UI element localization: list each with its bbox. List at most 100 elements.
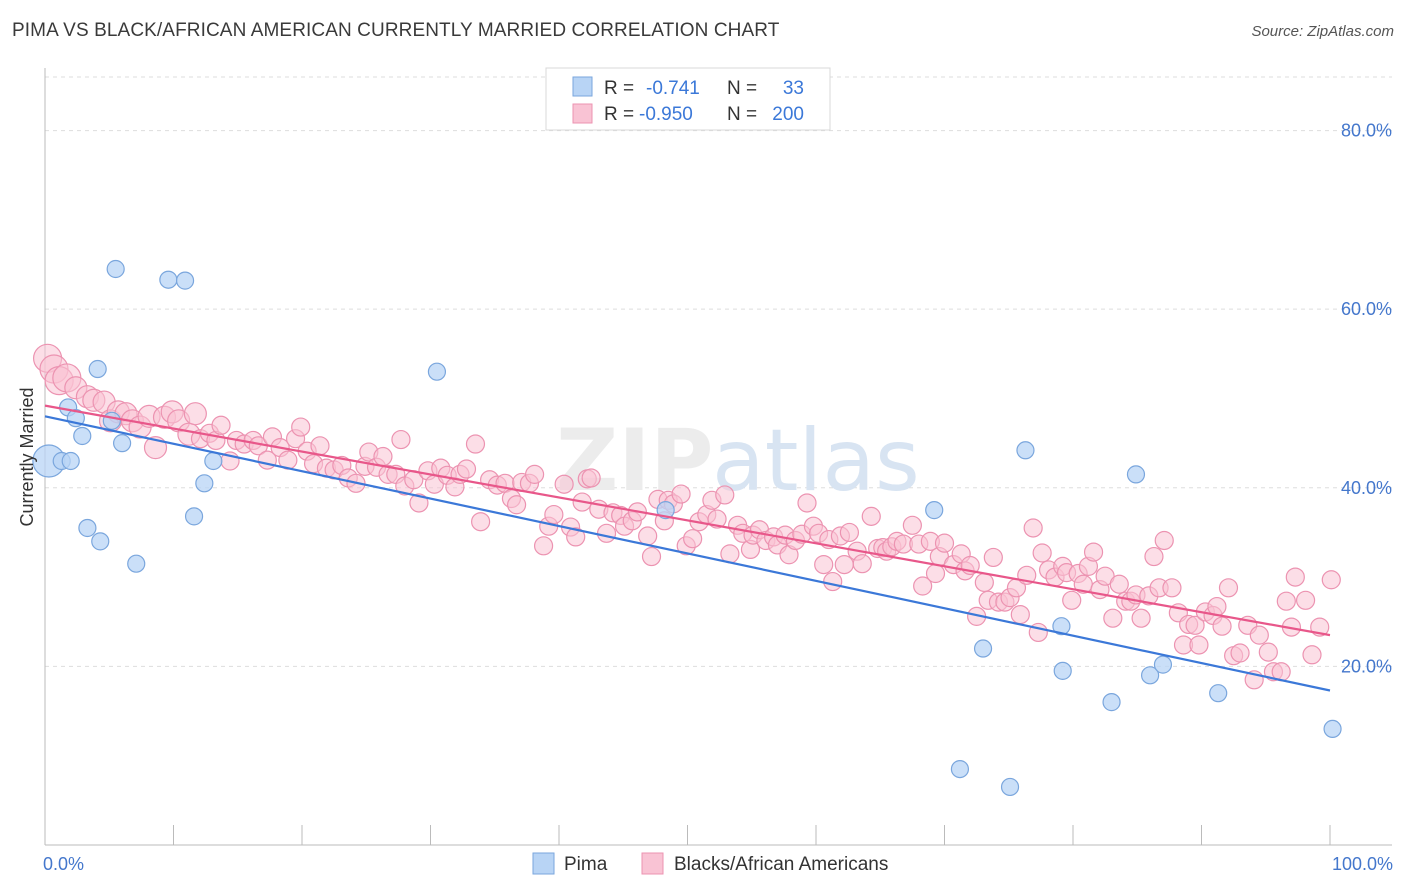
point-black [1295, 590, 1316, 610]
point-black [1109, 574, 1129, 594]
point-pima [1102, 693, 1121, 712]
bottom-legend-label-black: Blacks/African Americans [674, 854, 888, 875]
point-pima [195, 474, 214, 493]
point-black [1258, 642, 1278, 662]
point-black [1083, 542, 1104, 562]
point-black [861, 506, 881, 526]
trendline-black [44, 404, 1331, 637]
legend-swatch-black [572, 103, 593, 124]
point-black [671, 484, 691, 504]
point-black [1276, 591, 1296, 611]
bottom-legend-swatch-black [641, 852, 664, 875]
point-black [391, 429, 411, 450]
point-black [581, 468, 601, 488]
point-black [902, 515, 922, 535]
point-pima [1000, 777, 1020, 797]
point-pima [1140, 666, 1160, 685]
point-pima [925, 501, 944, 520]
point-pima [973, 639, 993, 658]
point-pima [427, 362, 447, 381]
legend-r-value-black: -0.950 [639, 104, 693, 125]
point-black [544, 504, 564, 525]
point-black [183, 402, 207, 426]
source-label: Source: ZipAtlas.com [1251, 23, 1394, 40]
point-black [983, 547, 1003, 568]
point-pima [159, 270, 178, 289]
point-black [974, 572, 994, 593]
legend-r-value-pima: -0.741 [646, 78, 700, 99]
legend-n-label-black: N = [727, 104, 757, 125]
point-black [913, 576, 933, 596]
y-tick-label: 20.0% [1341, 656, 1392, 676]
point-black [823, 571, 843, 592]
point-pima [1323, 719, 1342, 739]
bottom-legend-label-pima: Pima [564, 854, 608, 875]
point-black [1131, 608, 1151, 628]
y-axis-label: Currently Married [17, 387, 37, 526]
point-black [596, 523, 617, 543]
point-black [409, 493, 429, 513]
series-legend: Pima Blacks/African Americans [532, 852, 888, 875]
point-black [1189, 635, 1209, 655]
point-black [465, 434, 486, 454]
watermark: ZIP atlas [556, 411, 920, 511]
point-pima [61, 451, 80, 471]
legend-swatch-pima [572, 76, 593, 97]
legend-n-value-pima: 33 [783, 78, 804, 99]
point-pima [78, 518, 97, 538]
y-tick-label: 80.0% [1341, 121, 1392, 141]
point-black [1103, 608, 1123, 628]
point-black [1212, 616, 1232, 636]
point-black [524, 464, 545, 484]
point-black [1144, 546, 1164, 567]
point-pima [1052, 617, 1071, 636]
point-black [925, 563, 946, 584]
point-black [211, 415, 231, 435]
point-pima [73, 426, 92, 446]
point-black [641, 546, 662, 567]
point-black [1062, 590, 1082, 610]
point-black [1321, 570, 1341, 590]
point-pima [950, 759, 970, 779]
point-black [715, 485, 735, 505]
point-black [814, 554, 834, 575]
trendline-pima [44, 415, 1331, 692]
point-pima [204, 451, 223, 471]
point-black [1218, 578, 1239, 598]
point-black [707, 509, 727, 529]
point-black [1302, 645, 1322, 665]
point-pima [91, 532, 110, 551]
point-black [1032, 543, 1052, 563]
point-pima [1153, 655, 1173, 674]
y-tick-label: 60.0% [1341, 299, 1392, 319]
point-black [1154, 530, 1174, 551]
point-pima [88, 359, 107, 379]
x-tick-label-max: 100.0% [1332, 854, 1393, 874]
point-pima [127, 554, 146, 573]
watermark-atlas: atlas [712, 411, 920, 511]
legend-r-label-pima: R = [604, 78, 634, 99]
chart-title: PIMA VS BLACK/AFRICAN AMERICAN CURRENTLY… [12, 20, 780, 41]
point-black [1162, 578, 1182, 598]
point-black [1285, 567, 1305, 587]
y-tick-label: 40.0% [1341, 478, 1392, 498]
point-black [839, 522, 860, 543]
point-pima [106, 259, 125, 279]
legend-n-value-black: 200 [772, 104, 804, 125]
point-black [291, 417, 311, 437]
point-pima [1016, 441, 1035, 460]
legend-r-label-black: R = [604, 104, 634, 125]
point-black [1185, 615, 1205, 635]
point-black [1023, 518, 1043, 538]
point-pima [102, 411, 121, 430]
point-pima [656, 501, 675, 520]
point-black [554, 474, 574, 494]
point-black [683, 529, 703, 549]
point-pima [175, 271, 195, 290]
point-pima [112, 434, 132, 453]
point-black [506, 495, 527, 515]
point-black [934, 533, 955, 553]
point-black [533, 536, 554, 556]
point-black [1249, 625, 1269, 645]
point-black [638, 526, 658, 546]
